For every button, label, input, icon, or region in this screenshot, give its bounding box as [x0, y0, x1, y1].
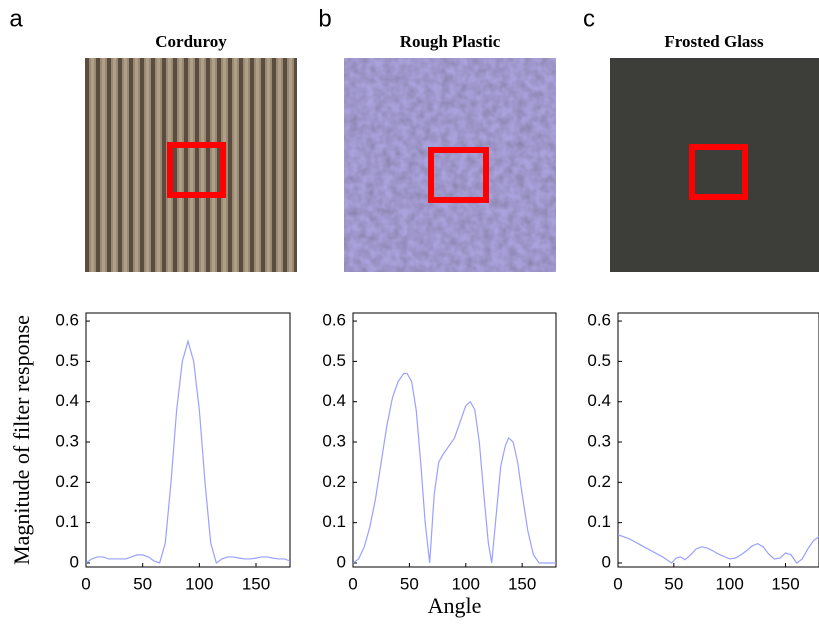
panel-title: Frosted Glass: [664, 32, 764, 51]
panel-title: Rough Plastic: [400, 32, 501, 51]
y-tick-label: 0.6: [55, 311, 79, 330]
y-tick-label: 0.4: [587, 391, 611, 410]
plastic-image: [344, 58, 556, 272]
data-line: [353, 372, 556, 564]
y-tick-label: 0: [602, 552, 611, 571]
y-tick-label: 0.3: [322, 432, 346, 451]
panel-letter: b: [318, 5, 331, 32]
texture-images: [85, 58, 819, 272]
y-tick-label: 0.1: [587, 512, 611, 531]
y-tick-label: 0.2: [322, 472, 346, 491]
data-line: [86, 339, 290, 564]
x-tick-label: 50: [664, 574, 683, 593]
x-tick-label: 150: [242, 574, 270, 593]
roi-box: [689, 144, 748, 200]
y-tick-label: 0.2: [587, 472, 611, 491]
plot-frame: [617, 312, 819, 568]
y-tick-label: 0.3: [587, 432, 611, 451]
y-tick-label: 0.5: [322, 351, 346, 370]
x-tick-label: 50: [400, 574, 419, 593]
x-axis-label: Angle: [428, 593, 482, 618]
plot-frame: [352, 312, 557, 568]
y-tick-label: 0.4: [55, 391, 79, 410]
glass-image: [610, 58, 819, 272]
y-tick-label: 0.6: [587, 311, 611, 330]
x-tick-label: 50: [133, 574, 152, 593]
x-tick-label: 100: [185, 574, 213, 593]
y-tick-label: 0: [337, 552, 346, 571]
x-tick-label: 150: [771, 574, 799, 593]
y-tick-label: 0: [70, 552, 79, 571]
x-tick-label: 150: [508, 574, 536, 593]
panel-letter: a: [9, 5, 23, 32]
plot-frame: [85, 312, 291, 568]
y-tick-label: 0.6: [322, 311, 346, 330]
corduroy-image: [85, 58, 297, 272]
x-tick-label: 0: [348, 574, 357, 593]
y-tick-label: 0.5: [55, 351, 79, 370]
y-tick-label: 0.1: [55, 512, 79, 531]
roi-box: [428, 147, 489, 203]
x-tick-label: 100: [452, 574, 480, 593]
data-line: [618, 534, 819, 564]
x-tick-label: 0: [613, 574, 622, 593]
panel-letter: c: [583, 5, 595, 32]
y-tick-label: 0.1: [322, 512, 346, 531]
y-tick-label: 0.4: [322, 391, 346, 410]
y-axis-label: Magnitude of filter response: [9, 315, 34, 565]
x-tick-label: 0: [81, 574, 90, 593]
y-tick-label: 0.5: [587, 351, 611, 370]
roi-box: [167, 142, 226, 198]
y-tick-label: 0.3: [55, 432, 79, 451]
panel-title: Corduroy: [155, 32, 227, 51]
x-tick-label: 100: [715, 574, 743, 593]
y-tick-label: 0.2: [55, 472, 79, 491]
